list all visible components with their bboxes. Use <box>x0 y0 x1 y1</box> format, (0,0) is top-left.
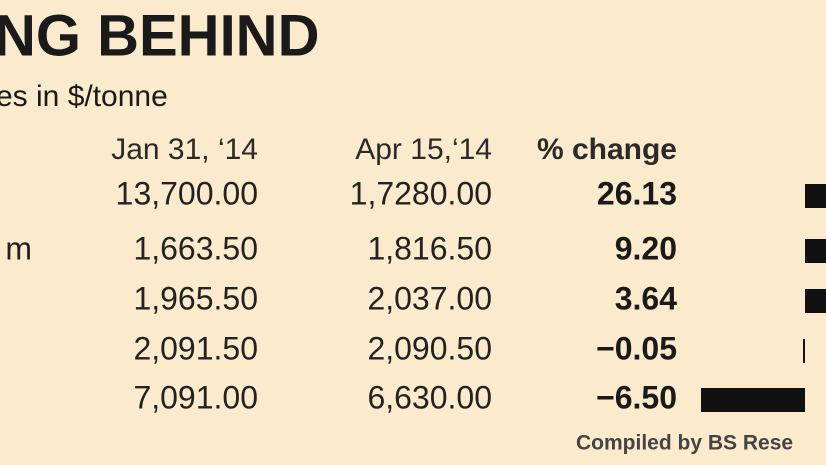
cell: 1,663.50 <box>133 230 258 266</box>
pct-change: 3.64 <box>615 280 677 316</box>
title: NG BEHIND <box>0 3 319 68</box>
pct-change: −6.50 <box>596 379 677 415</box>
cell: 7,091.00 <box>133 379 258 415</box>
column-header: Jan 31, ‘14 <box>111 133 258 166</box>
bar <box>803 339 805 363</box>
cell: 1,7280.00 <box>350 175 492 211</box>
subtitle: es in $/tonne <box>0 80 168 113</box>
source: Compiled by BS Rese <box>576 432 793 455</box>
cell: 6,630.00 <box>367 379 492 415</box>
row-label: m <box>5 230 32 266</box>
cell: 2,091.50 <box>133 330 258 366</box>
cell: 1,965.50 <box>133 280 258 316</box>
pct-change: 26.13 <box>597 175 677 211</box>
bar <box>805 184 826 208</box>
bar <box>805 239 826 263</box>
bar <box>701 388 805 412</box>
cell: 2,090.50 <box>367 330 492 366</box>
cell: 1,816.50 <box>367 230 492 266</box>
column-header: % change <box>537 133 677 166</box>
cell: 2,037.00 <box>367 280 492 316</box>
pct-change: 9.20 <box>615 230 677 266</box>
bar <box>805 289 826 313</box>
pct-change: −0.05 <box>596 330 677 366</box>
column-header: Apr 15,‘14 <box>355 133 492 166</box>
cell: 13,700.00 <box>116 175 258 211</box>
